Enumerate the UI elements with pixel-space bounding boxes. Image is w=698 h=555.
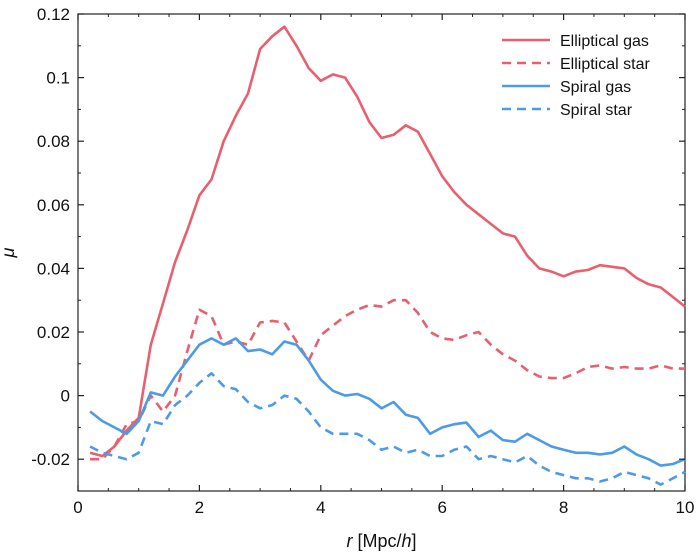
- legend-label: Spiral gas: [560, 79, 631, 96]
- series-line-spiral-star: [89, 371, 686, 486]
- y-tick-label: 0.04: [37, 259, 70, 278]
- legend-label: Spiral star: [560, 102, 633, 119]
- y-tick-label: 0.1: [46, 69, 70, 88]
- x-axis-title: r [Mpc/h]: [346, 531, 416, 551]
- y-tick-label: 0.06: [37, 196, 70, 215]
- y-tick-label: 0.12: [37, 5, 70, 24]
- y-tick-label: 0.02: [37, 323, 70, 342]
- x-tick-label: 4: [316, 498, 325, 517]
- x-axis-title-unit-h: h: [401, 531, 411, 551]
- series-line-spiral-gas: [89, 337, 686, 467]
- x-axis-title-unit-end: ]: [412, 531, 417, 551]
- series-line-elliptical-star: [90, 298, 685, 461]
- series-layer: [89, 25, 686, 486]
- y-tick-label: -0.02: [31, 450, 70, 469]
- x-axis-title-variable: r: [346, 531, 353, 551]
- x-tick-label: 6: [437, 498, 446, 517]
- legend-label: Elliptical gas: [560, 33, 649, 50]
- x-axis: 0 2 4 6 8 10: [73, 14, 694, 517]
- x-tick-label: 2: [195, 498, 204, 517]
- series-line-elliptical-gas: [89, 25, 686, 458]
- x-tick-label: 8: [559, 498, 568, 517]
- x-axis-title-unit-start: [Mpc/: [352, 531, 401, 551]
- y-axis: -0.02 0 0.02 0.04 0.06 0.08 0.1 0.12: [31, 5, 685, 492]
- legend-label: Elliptical star: [560, 56, 650, 73]
- y-axis-title: μ: [0, 247, 18, 258]
- y-tick-label: 0: [61, 387, 70, 406]
- x-tick-label: 0: [73, 498, 82, 517]
- legend: Elliptical gas Elliptical star Spiral gas S…: [502, 33, 650, 119]
- x-tick-label: 10: [676, 498, 695, 517]
- y-tick-label: 0.08: [37, 132, 70, 151]
